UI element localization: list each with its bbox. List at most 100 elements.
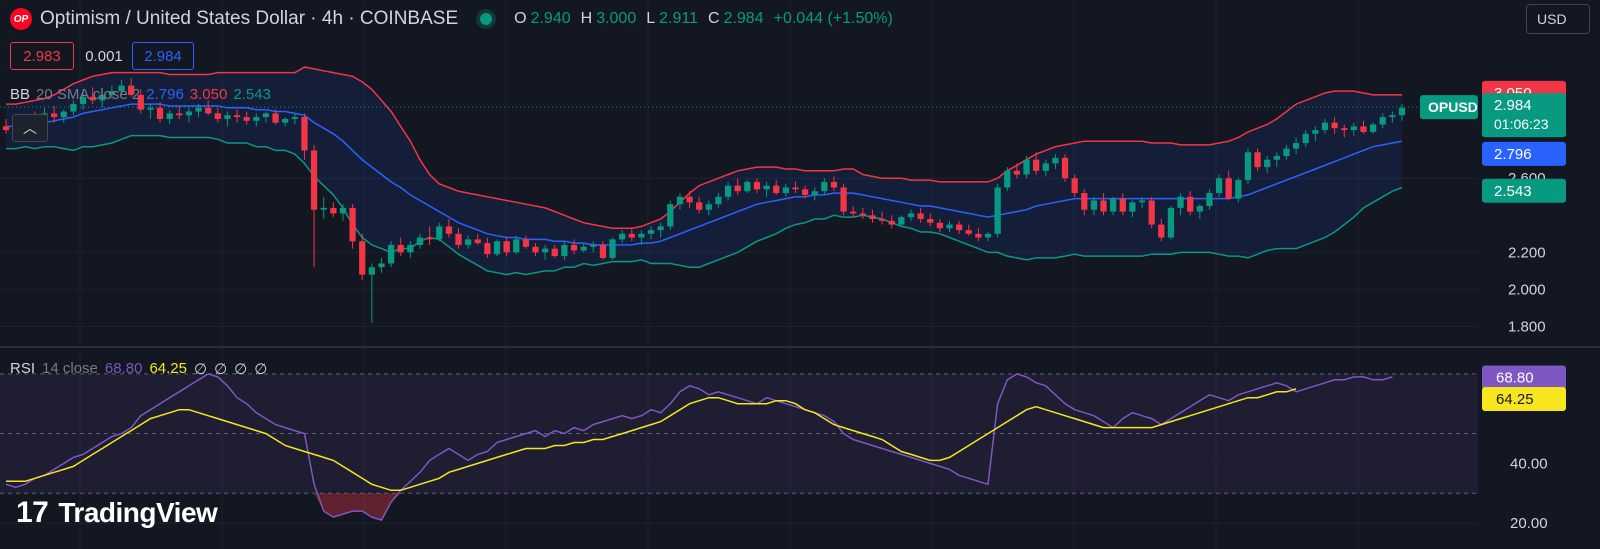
ohlc-value-open: 2.940 [530,10,571,27]
tradingview-logo[interactable]: 17 TradingView [16,496,218,530]
rsi-empty-4: ∅ [254,361,268,378]
rsi-ma-line [6,388,1297,492]
candle-body [99,94,106,101]
candle [89,87,96,105]
rsi-ma-tag: 64.25 [1496,391,1534,408]
candle [1235,178,1242,203]
candle [359,233,366,281]
candle [416,233,424,249]
candle [60,109,67,123]
candle-body [51,113,58,118]
candle-body [1398,107,1406,116]
candle [156,102,164,123]
candle [349,204,356,249]
bb-lower-price-label: 2.543 [1494,183,1532,200]
optimism-logo-icon: OP [10,8,32,30]
currency-select[interactable]: USD [1526,4,1590,34]
candle-body [156,107,164,119]
candle-body [686,196,693,203]
candle-body [1321,122,1329,131]
candle-body [898,217,905,225]
candle-body [1196,206,1203,212]
candle-body [79,96,87,105]
candle [1302,130,1309,147]
rsi-value-tag-bg [1482,365,1566,390]
bb-legend[interactable]: BB 20 SMA close 2 2.796 3.050 2.543 [10,86,271,103]
candle [147,104,154,119]
candle-body [455,233,462,245]
candle [705,200,712,216]
sell-price-button[interactable]: 2.983 [10,42,74,70]
candle-body [253,117,260,121]
candle [233,109,241,123]
buy-price-button[interactable]: 2.984 [132,42,194,70]
candle [888,215,895,229]
candle [137,89,144,114]
candle-body [416,237,424,245]
chevron-up-icon: ︿ [23,120,37,136]
candle [1158,219,1165,242]
spread-value: 0.001 [85,47,123,65]
candle-body [580,246,587,251]
candle [1312,126,1319,142]
candle-body [1331,122,1338,129]
candle [1254,148,1261,171]
candle [1090,196,1098,216]
candle [1341,124,1348,138]
candle-body [166,113,173,119]
candle [686,191,693,208]
candle [994,183,1001,238]
symbol-title[interactable]: Optimism / United States Dollar · 4h · C… [40,8,459,29]
candle-body [946,224,953,229]
candle-body [840,187,847,212]
candle-body [551,248,558,257]
candle-body [811,191,818,195]
candle-body [464,239,472,245]
collapse-indicators-button[interactable]: ︿ [12,114,48,142]
candle-body [176,113,183,116]
candle [118,80,125,95]
candle-body [1341,128,1348,131]
candle [830,176,838,192]
rsi-legend[interactable]: RSI 14 close 68.80 64.25 ∅ ∅ ∅ ∅ [10,360,267,378]
ohlc-change: +0.044 (+1.50%) [773,10,893,27]
candle-body [1167,207,1175,238]
bb-lower-line [6,134,1403,276]
candle-body [474,239,481,244]
price-axis-tick: 1.800 [1508,318,1546,335]
candle [1033,152,1040,175]
ohlc-value-low: 2.911 [659,10,698,27]
candle [455,228,462,249]
candle [99,93,106,108]
candle [1061,154,1069,182]
candle [1177,193,1184,216]
ohlc-key-high: H [580,10,593,27]
candle-body [647,230,655,234]
candle [176,105,183,119]
candle-body [137,94,144,110]
candle-body [1350,126,1357,131]
candle-body [484,243,491,255]
candle-body [1312,130,1319,134]
bb-basis-value: 2.796 [146,86,184,103]
candle-body [984,233,992,238]
symbol-tag-bg [1420,95,1478,120]
candle-body [70,104,77,112]
candle-body [1100,200,1107,212]
candle-body [936,222,944,229]
candle [1398,104,1406,121]
candle-body [859,213,866,216]
candle [445,219,452,238]
candle [185,107,193,123]
ohlc-key-close: C [708,10,720,27]
rsi-oversold-fill [342,493,353,515]
candle [975,228,982,242]
candle [811,187,818,201]
candle-body [821,181,828,192]
candle [753,178,761,194]
candle-body [965,230,972,234]
candle-body [1302,133,1309,144]
bb-lower-value: 2.543 [233,86,271,103]
candle [272,109,279,125]
